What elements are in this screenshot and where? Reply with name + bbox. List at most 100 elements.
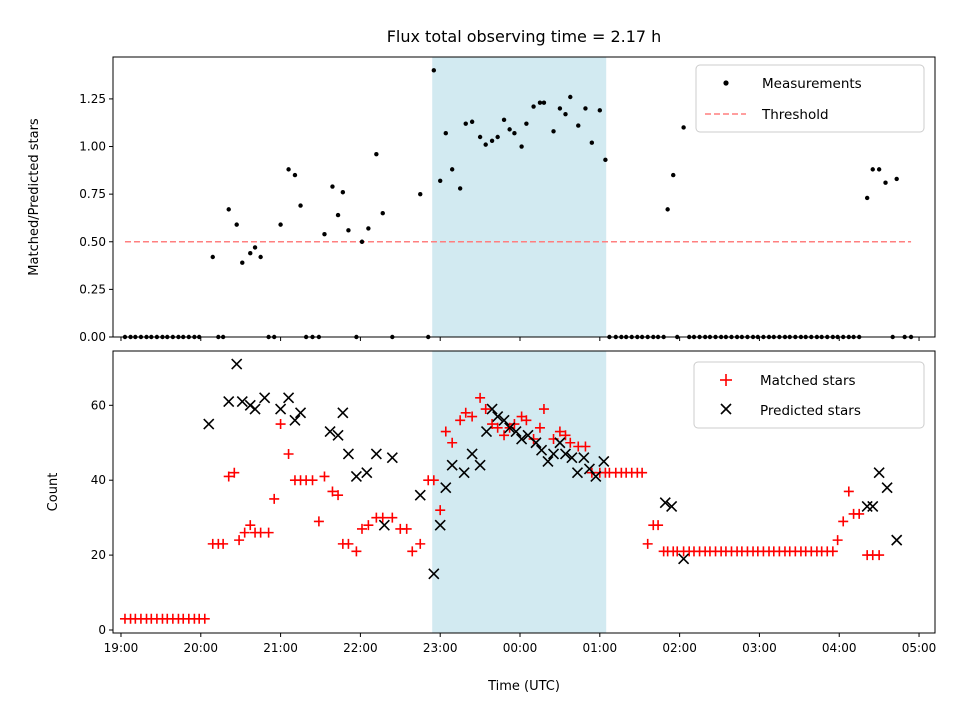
matched-star-point — [363, 520, 374, 531]
measurement-point — [240, 260, 245, 265]
predicted-star-point — [504, 422, 516, 434]
matched-star-point — [313, 516, 324, 527]
matched-star-point — [387, 512, 398, 523]
matched-star-point — [440, 426, 451, 437]
x-tick-label: 19:00 — [104, 641, 139, 655]
predicted-star-point — [578, 452, 590, 464]
matched-star-point — [538, 404, 549, 415]
x-tick-label: 05:00 — [902, 641, 937, 655]
measurement-point — [524, 121, 529, 126]
measurement-point — [894, 176, 899, 182]
predicted-star-point — [571, 467, 584, 479]
matched-star-point — [565, 437, 576, 448]
x-tick-label: 22:00 — [343, 641, 378, 655]
matched-star-point — [499, 430, 510, 441]
matched-star-point — [234, 535, 245, 546]
measurement-point — [258, 254, 263, 260]
x-tick-label: 20:00 — [183, 641, 218, 655]
measurement-point — [449, 167, 455, 172]
matched-star-point — [401, 523, 412, 534]
matched-star-point — [827, 546, 838, 557]
top-axes-frame — [112, 56, 936, 338]
predicted-star-point — [891, 534, 903, 546]
legend-measurements-label: Measurements — [762, 76, 862, 92]
measurement-point — [541, 100, 547, 105]
measurement-point — [340, 190, 346, 195]
matched-star-point — [642, 538, 653, 549]
predicted-star-point — [666, 500, 678, 512]
predicted-star-point — [350, 470, 362, 483]
measurement-point — [681, 125, 686, 130]
measurement-point — [252, 245, 258, 250]
matched-star-point — [554, 426, 565, 437]
matched-star-point — [199, 613, 210, 624]
matched-star-point — [447, 437, 458, 448]
x-tick-label: 04:00 — [822, 641, 857, 655]
bottom-legend-box — [693, 361, 925, 429]
predicted-star-point — [386, 452, 398, 464]
measurement-point — [335, 212, 341, 218]
predicted-star-point — [428, 568, 440, 580]
measurement-point — [501, 117, 507, 123]
matched-star-point — [327, 486, 338, 497]
predicted-star-point — [474, 459, 486, 471]
predicted-star-point — [590, 470, 602, 483]
measurement-point — [483, 142, 488, 147]
x-axis-label: Time (UTC) — [487, 679, 560, 694]
predicted-star-point — [510, 425, 522, 438]
matched-star-point — [269, 493, 280, 504]
x-tick-label: 02:00 — [662, 641, 697, 655]
matched-star-point — [528, 434, 539, 445]
matched-star-point — [435, 505, 446, 516]
measurement-point — [603, 157, 608, 163]
measurement-point — [210, 254, 215, 260]
bottom-y-axis: 0 20 40 60 — [91, 398, 113, 637]
measurement-point — [457, 186, 463, 191]
matched-star-point — [307, 475, 318, 486]
x-tick-label: 01:00 — [583, 641, 618, 655]
matched-star-point — [407, 546, 418, 557]
bottom-y-tick-label: 60 — [91, 398, 106, 412]
bottom-legend: Matched stars Predicted stars — [693, 361, 925, 429]
bottom-y-tick-label: 0 — [98, 623, 106, 637]
measurement-point — [597, 108, 603, 113]
measurement-point — [495, 134, 500, 140]
predicted-star-point — [566, 452, 578, 464]
measurement-point — [298, 203, 303, 208]
matched-star-point — [218, 538, 229, 549]
matched-star-point — [480, 404, 491, 415]
top-series — [122, 68, 914, 340]
bottom-y-axis-label: Count — [46, 473, 61, 512]
predicted-star-point — [370, 448, 382, 460]
predicted-star-point — [492, 410, 504, 423]
measurement-point — [330, 184, 335, 189]
predicted-star-point — [236, 395, 248, 408]
matched-star-point — [377, 512, 388, 523]
matched-star-point — [521, 415, 532, 426]
measurement-point — [537, 100, 543, 105]
predicted-star-point — [466, 448, 478, 460]
measurement-point — [346, 228, 351, 233]
matched-star-point — [492, 422, 503, 433]
legend-matched-marker — [720, 374, 732, 386]
predicted-star-point — [342, 448, 354, 460]
predicted-star-point — [231, 358, 243, 370]
measurement-point — [234, 222, 239, 227]
matched-star-point — [467, 411, 478, 422]
top-y-tick-label: 1.25 — [79, 92, 106, 106]
measurement-point — [551, 129, 556, 134]
predicted-star-point — [542, 455, 554, 468]
predicted-star-point — [434, 519, 446, 531]
predicted-star-point — [203, 418, 215, 430]
predicted-star-point — [861, 500, 873, 512]
predicted-star-point — [535, 444, 548, 456]
predicted-star-point — [378, 519, 390, 531]
measurement-point — [864, 195, 870, 201]
measurement-point — [292, 172, 298, 178]
predicted-star-point — [678, 553, 690, 565]
measurement-point — [286, 167, 291, 172]
top-y-tick-label: 1.00 — [79, 140, 106, 154]
predicted-star-point — [530, 437, 542, 449]
predicted-star-point — [223, 395, 235, 408]
measurement-point — [671, 172, 676, 178]
